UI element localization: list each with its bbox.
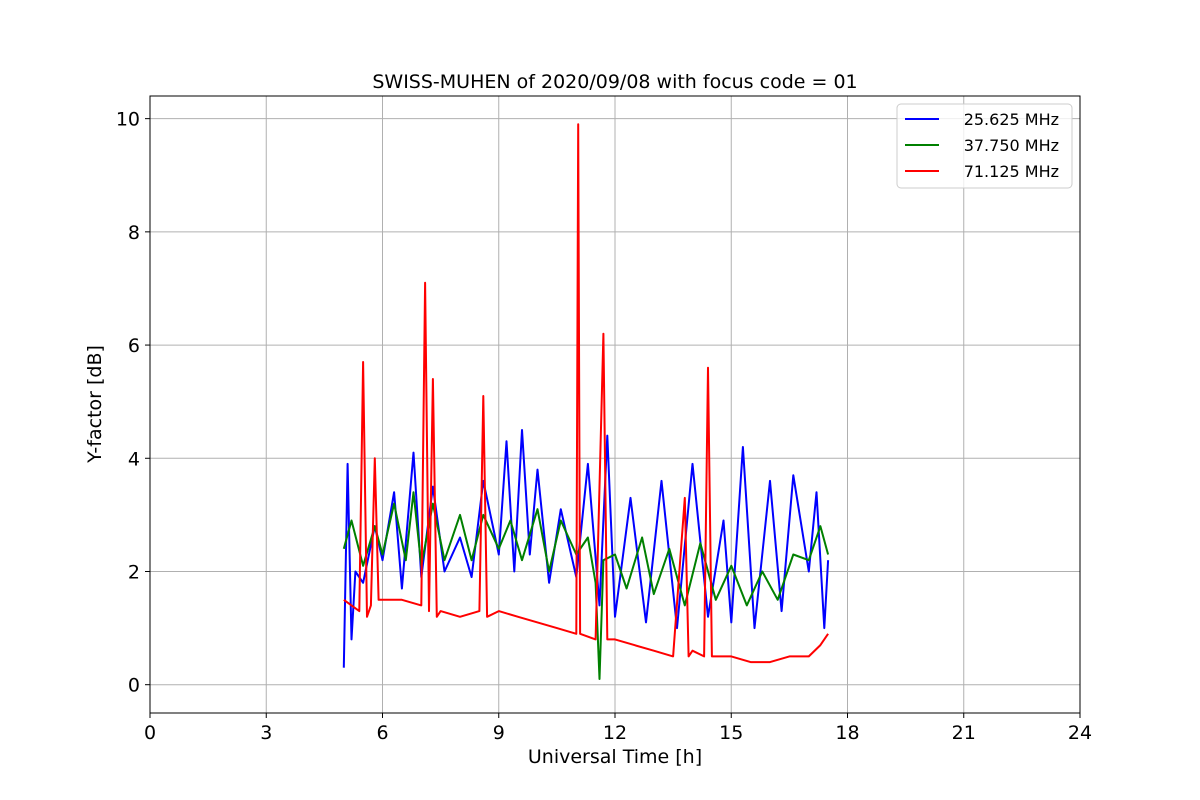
y-tick-label: 4 <box>128 448 140 470</box>
y-tick-label: 8 <box>128 222 140 244</box>
x-tick-label: 18 <box>835 722 859 744</box>
x-axis-label: Universal Time [h] <box>528 746 702 768</box>
y-tick-label: 10 <box>116 109 140 131</box>
x-tick-label: 12 <box>603 722 627 744</box>
legend-label-2: 37.750 MHz <box>964 136 1059 155</box>
legend-label-1: 25.625 MHz <box>964 110 1059 129</box>
y-axis-label: Y-factor [dB] <box>84 345 106 464</box>
legend: 25.625 MHz 37.750 MHz 71.125 MHz <box>896 103 1073 189</box>
x-tick-label: 3 <box>260 722 272 744</box>
legend-label-3: 71.125 MHz <box>964 162 1059 181</box>
series-line-3 <box>343 123 829 664</box>
y-tick-label: 6 <box>128 335 140 357</box>
series-layer <box>342 123 830 680</box>
y-tick-label: 2 <box>128 561 140 583</box>
chart-title: SWISS-MUHEN of 2020/09/08 with focus cod… <box>372 71 857 93</box>
x-axis: 0 3 6 9 12 15 18 21 24 <box>144 713 1092 744</box>
x-tick-label: 9 <box>493 722 505 744</box>
x-tick-label: 24 <box>1068 722 1092 744</box>
x-tick-label: 0 <box>144 722 156 744</box>
y-axis: 0 2 4 6 8 10 <box>116 109 150 697</box>
legend-box <box>896 103 1073 189</box>
x-tick-label: 21 <box>952 722 976 744</box>
x-tick-label: 15 <box>719 722 743 744</box>
x-tick-label: 6 <box>376 722 388 744</box>
y-tick-label: 0 <box>128 675 140 697</box>
